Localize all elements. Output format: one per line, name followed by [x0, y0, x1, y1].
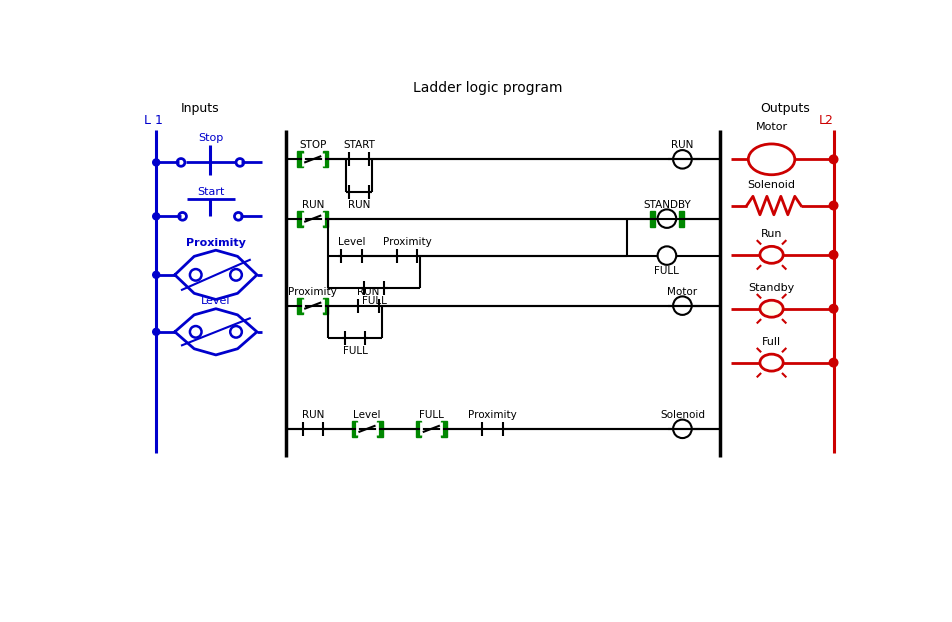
Circle shape [829, 155, 838, 164]
Text: FULL: FULL [654, 266, 680, 276]
Text: RUN: RUN [302, 410, 324, 420]
Bar [297, 151, 303, 167]
Text: Level: Level [201, 296, 230, 306]
Circle shape [152, 328, 160, 335]
Bar [679, 210, 684, 226]
Text: Proximity: Proximity [383, 237, 431, 247]
Text: Level: Level [338, 237, 366, 247]
Text: Stop: Stop [198, 132, 223, 143]
Text: START: START [344, 141, 375, 151]
Text: RUN: RUN [671, 141, 694, 151]
Bar [377, 420, 383, 437]
Circle shape [829, 305, 838, 313]
Bar [442, 420, 446, 437]
Text: Run: Run [761, 229, 783, 239]
Circle shape [152, 159, 160, 166]
Bar [323, 297, 328, 313]
Text: Proximity: Proximity [186, 238, 246, 248]
Text: Standby: Standby [748, 283, 795, 293]
Bar [297, 297, 303, 313]
Text: FULL: FULL [362, 296, 387, 306]
Text: Inputs: Inputs [181, 102, 220, 115]
Text: RUN: RUN [302, 200, 324, 210]
Text: RUN: RUN [357, 287, 380, 297]
Bar [416, 420, 421, 437]
Circle shape [829, 358, 838, 367]
Circle shape [829, 251, 838, 259]
Bar [323, 151, 328, 167]
Text: Solenoid: Solenoid [747, 180, 796, 190]
Text: Motor: Motor [667, 287, 698, 297]
Text: Proximity: Proximity [468, 410, 517, 420]
Text: Level: Level [353, 410, 381, 420]
Bar [351, 420, 357, 437]
Ellipse shape [760, 300, 783, 317]
Text: STOP: STOP [299, 141, 327, 151]
Text: Ladder logic program: Ladder logic program [413, 81, 563, 95]
Text: FULL: FULL [419, 410, 444, 420]
Text: Motor: Motor [756, 122, 787, 132]
Bar [323, 210, 328, 226]
Text: Solenoid: Solenoid [660, 410, 704, 420]
Text: Outputs: Outputs [761, 102, 810, 115]
Text: Full: Full [762, 337, 781, 347]
Text: FULL: FULL [343, 346, 367, 356]
Text: Proximity: Proximity [288, 287, 337, 297]
Text: L2: L2 [819, 114, 834, 128]
Bar [650, 210, 655, 226]
Circle shape [829, 202, 838, 210]
Bar [297, 210, 303, 226]
Text: Start: Start [197, 187, 224, 197]
Circle shape [152, 213, 160, 220]
Text: RUN: RUN [348, 200, 370, 210]
Circle shape [152, 271, 160, 278]
Text: L 1: L 1 [144, 114, 163, 128]
Text: STANDBY: STANDBY [643, 200, 691, 210]
